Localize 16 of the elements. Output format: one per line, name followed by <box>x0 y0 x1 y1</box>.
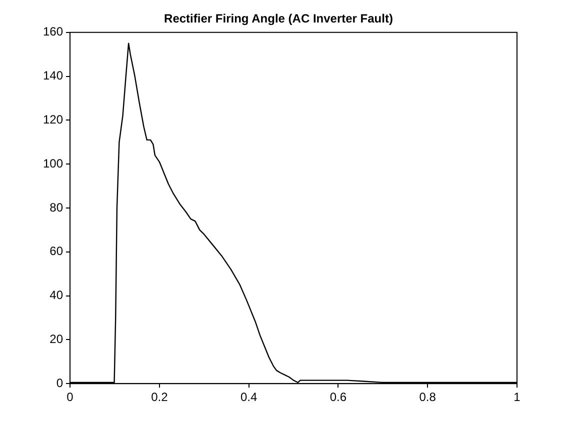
y-tick-label: 100 <box>42 156 64 170</box>
y-tick-label: 120 <box>42 112 64 127</box>
x-tick-label: 0.2 <box>151 390 168 404</box>
chart-title: Rectifier Firing Angle (AC Inverter Fault) <box>164 12 393 26</box>
x-tick-label: 0.8 <box>419 390 436 404</box>
x-tick-label: 0 <box>66 390 74 404</box>
y-tick-label: 40 <box>50 288 64 302</box>
y-tick-label: 0 <box>56 376 64 390</box>
y-tick-label: 20 <box>50 332 64 346</box>
x-tick-label: 0.4 <box>240 390 258 404</box>
x-tick-label: 0.6 <box>330 390 347 404</box>
y-tick-label: 160 <box>42 24 64 39</box>
y-tick-label: 60 <box>50 244 64 258</box>
y-tick-label: 140 <box>42 68 64 83</box>
y-tick-label: 80 <box>50 200 64 214</box>
x-tick-label: 1 <box>514 390 521 404</box>
